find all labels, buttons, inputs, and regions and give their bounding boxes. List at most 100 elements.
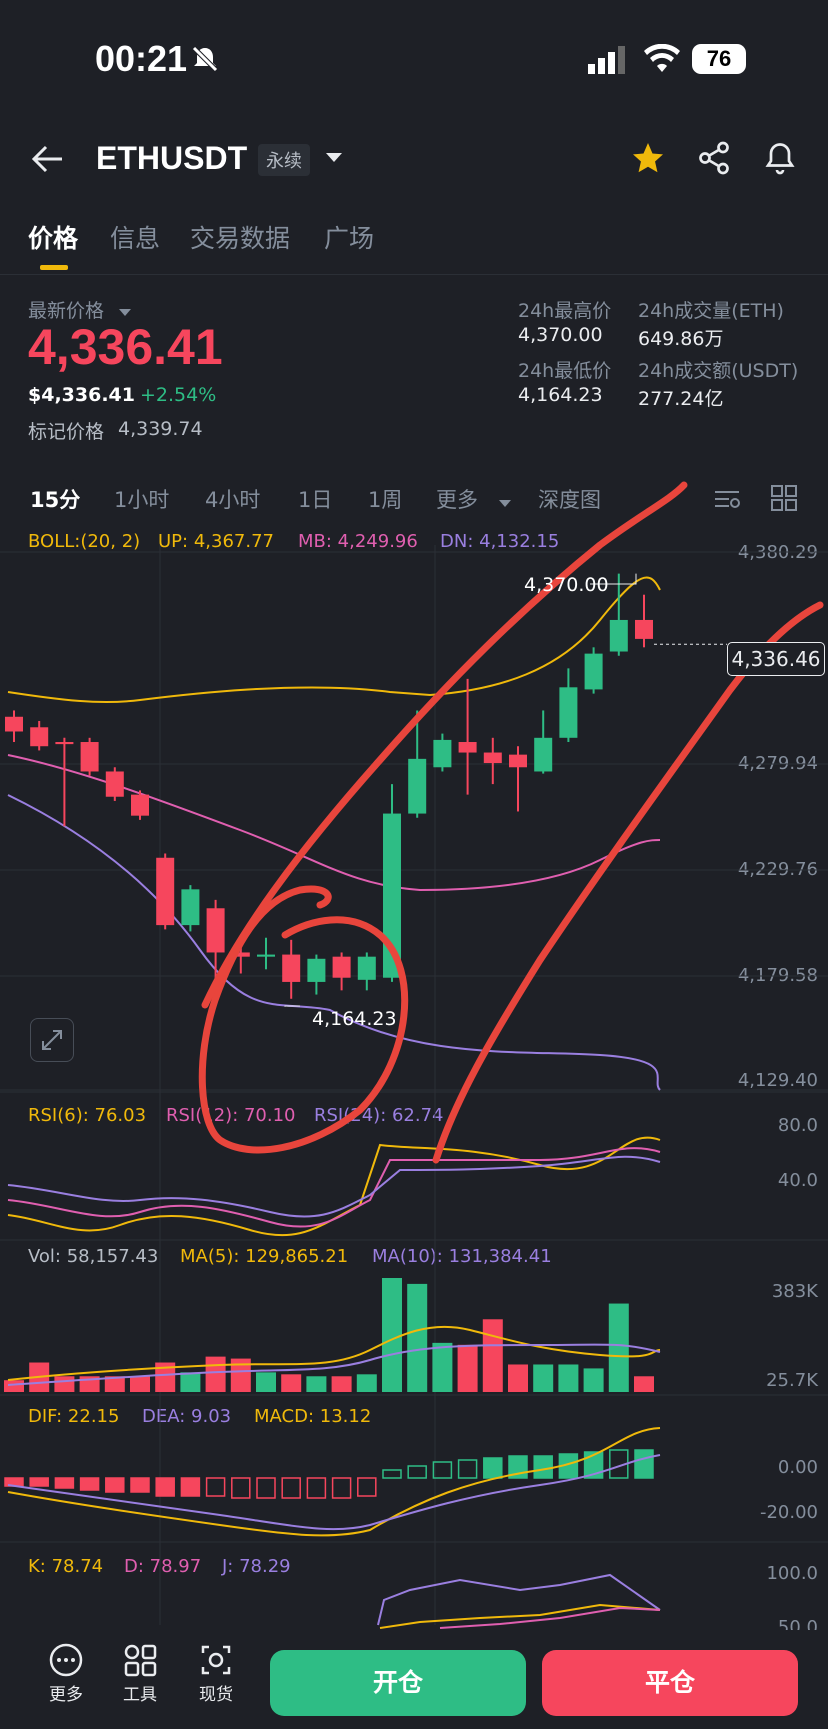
volume-bar [482, 1319, 503, 1392]
interval-more[interactable]: 更多 [436, 488, 478, 512]
volume-bar [382, 1278, 402, 1392]
kdj-k-line [379, 1603, 661, 1629]
low-value: 4,164.23 [518, 384, 603, 406]
macd-histogram-bar [483, 1457, 503, 1479]
interval-15m[interactable]: 15分 [30, 488, 81, 512]
share-icon[interactable] [696, 140, 732, 180]
tools-button[interactable]: 工具 [110, 1640, 170, 1705]
volume-bar [634, 1376, 654, 1392]
volume-bars [4, 1278, 661, 1392]
more-button[interactable]: 更多 [36, 1640, 96, 1705]
interval-bar: 15分 1小时 4小时 1日 1周 更多 深度图 [0, 478, 828, 526]
candle-body [609, 619, 628, 652]
boll-lower-line [7, 794, 661, 1091]
signal-icon [588, 46, 628, 78]
rsi6-label: RSI(6): 76.03 [28, 1105, 147, 1126]
candle-body [156, 857, 175, 926]
vol-usdt-value: 277.24亿 [638, 388, 724, 410]
volume-bar [583, 1368, 604, 1392]
macd-histogram-bar [79, 1477, 100, 1491]
vol-usdt-label: 24h成交额(USDT) [638, 360, 799, 382]
grid-layout-icon[interactable] [770, 484, 798, 516]
boll-mb: MB: 4,249.96 [298, 531, 418, 552]
boll-up: UP: 4,367.77 [158, 531, 274, 552]
boll-upper-line [7, 576, 661, 703]
volume-bar [130, 1376, 150, 1392]
boll-dn: DN: 4,132.15 [440, 531, 560, 552]
macd-histogram-bar [54, 1477, 75, 1489]
last-price-label[interactable]: 最新价格 [28, 300, 105, 322]
candle-body [307, 958, 326, 982]
tab-info[interactable]: 信息 [110, 224, 161, 253]
macd-value-label: MACD: 13.12 [254, 1406, 372, 1427]
candle-body [131, 794, 149, 816]
macd-histogram-bar [281, 1477, 301, 1499]
volume-bar [407, 1283, 428, 1392]
star-icon[interactable] [630, 140, 666, 180]
open-position-button[interactable]: 开仓 [270, 1650, 526, 1716]
current-price-tag[interactable]: 4,336.46 [727, 642, 825, 676]
macd-histogram-bar [583, 1451, 604, 1479]
candle-body [509, 754, 527, 768]
tab-price[interactable]: 价格 [28, 224, 79, 253]
macd-histogram-bar [457, 1459, 478, 1479]
kdj-k-label: K: 78.74 [28, 1556, 104, 1577]
mute-icon [190, 44, 220, 78]
more-icon [36, 1640, 96, 1680]
spot-button[interactable]: 现货 [186, 1640, 246, 1705]
caret-down-icon [118, 303, 132, 322]
macd-histogram-bar [533, 1455, 553, 1479]
wifi-icon [644, 43, 680, 78]
candle-body [534, 737, 553, 772]
volume-bar [205, 1356, 226, 1392]
vol-axis-label: 25.7K [766, 1370, 818, 1391]
pair-title[interactable]: ETHUSDT [96, 140, 248, 176]
candles [5, 573, 727, 1007]
macd-histogram-bar [256, 1477, 276, 1499]
vol-eth-label: 24h成交量(ETH) [638, 300, 784, 322]
spot-label: 现货 [199, 1685, 233, 1705]
bell-icon[interactable] [762, 140, 798, 180]
price-axis-label: 4,129.40 [737, 1070, 818, 1091]
candle-body [181, 889, 200, 926]
main-tabs: 价格 信息 交易数据 广场 [0, 215, 828, 275]
high-marker-line [590, 573, 637, 585]
interval-depth[interactable]: 深度图 [538, 488, 601, 512]
volume-bar [306, 1376, 327, 1392]
tab-trading-data[interactable]: 交易数据 [190, 224, 291, 253]
candle-body [357, 956, 376, 980]
status-time: 00:21 [95, 38, 188, 79]
chevron-down-icon[interactable] [324, 150, 344, 169]
volume-bar [155, 1362, 176, 1392]
macd-histogram-bar [29, 1477, 49, 1487]
candle-body [458, 742, 477, 753]
candle-body [282, 954, 301, 982]
interval-1w[interactable]: 1周 [368, 488, 403, 512]
interval-4h[interactable]: 4小时 [205, 488, 261, 512]
candle-body [5, 716, 23, 732]
indicator-settings-icon[interactable] [712, 484, 742, 518]
candle-body [383, 813, 401, 978]
tab-square[interactable]: 广场 [324, 224, 375, 253]
volume-bar [230, 1358, 251, 1392]
volume-bar [432, 1342, 453, 1392]
rsi24-line [7, 1155, 661, 1218]
volume-bar [104, 1376, 125, 1392]
back-arrow-icon[interactable] [30, 144, 64, 178]
kdj-d-label: D: 78.97 [124, 1556, 202, 1577]
vol-eth-value: 649.86万 [638, 328, 724, 350]
expand-icon[interactable] [30, 1018, 74, 1062]
volume-bar [54, 1376, 75, 1392]
volume-bar [533, 1364, 554, 1392]
spot-icon [186, 1640, 246, 1680]
volume-bar [331, 1376, 352, 1392]
close-position-button[interactable]: 平仓 [542, 1650, 798, 1716]
rsi-axis-label: 40.0 [777, 1170, 818, 1191]
interval-1h[interactable]: 1小时 [114, 488, 170, 512]
macd-histogram-bar [205, 1477, 226, 1497]
contract-type-badge: 永续 [258, 144, 310, 176]
candle-body [55, 742, 74, 745]
interval-1d[interactable]: 1日 [298, 488, 333, 512]
high-label: 24h最高价 [518, 300, 612, 322]
kline-chart[interactable] [0, 0, 828, 1630]
